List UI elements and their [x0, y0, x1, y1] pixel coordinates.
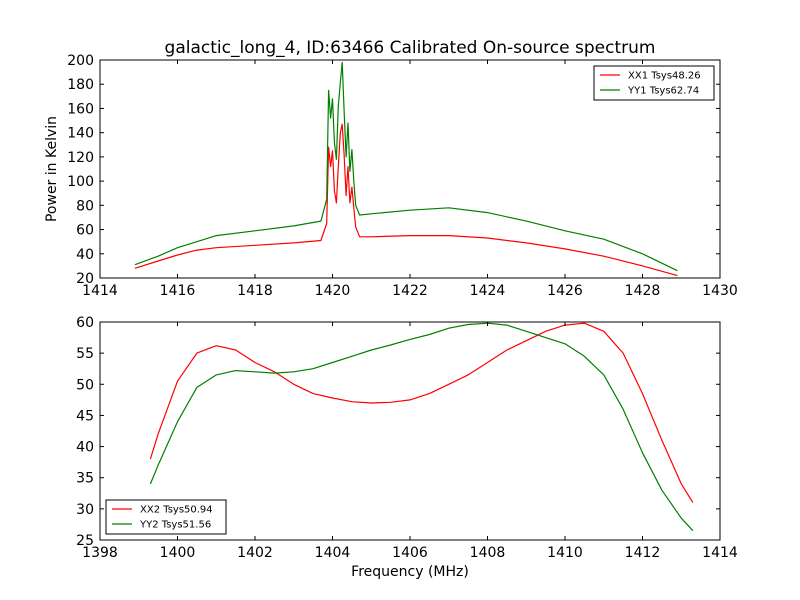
- panel-2-y-tick-label: 40: [76, 440, 94, 456]
- panel-2-x-tick-label: 1414: [702, 545, 738, 561]
- panel-1-y-tick-label: 160: [67, 101, 94, 117]
- panel-1-x-tick-label: 1424: [470, 283, 506, 299]
- panel-2-x-tick-label: 1412: [625, 545, 661, 561]
- bottom-x-axis-label: Frequency (MHz): [351, 564, 469, 580]
- panel-1-x-tick-label: 1420: [315, 283, 351, 299]
- panel-1-series-2-line: [134, 61, 678, 272]
- panel-1-y-tick-label: 40: [76, 247, 94, 263]
- panel-1-y-tick-label: 200: [67, 53, 94, 69]
- panel-1-x-tick-label: 1418: [237, 283, 273, 299]
- panel-1-x-tick-label: 1428: [625, 283, 661, 299]
- panel-2-x-tick-label: 1410: [547, 545, 583, 561]
- top-y-axis-label: Power in Kelvin: [44, 116, 60, 222]
- panel-2-x-tick-label: 1404: [315, 545, 351, 561]
- bottom-panel: 1398 1400 1402 1404 1406 1408 1410 1412 1414 25 30…: [76, 315, 738, 561]
- panel-1-y-tick-label: 100: [67, 174, 94, 190]
- panel-1-y-tick-label: 140: [67, 126, 94, 142]
- legend-entry-label: YY2 Tsys51.56: [139, 520, 211, 531]
- legend-entry-label: XX2 Tsys50.94: [140, 505, 213, 516]
- legend-box: [593, 65, 715, 101]
- panel-2-x-tick-label: 1408: [470, 545, 506, 561]
- panel-2-x-tick-label: 1406: [392, 545, 428, 561]
- panel-1-series-1-line: [134, 123, 678, 277]
- panel-1-y-tick-label: 120: [67, 150, 94, 166]
- panel-2-legend: XX2 Tsys50.94 YY2 Tsys51.56: [105, 499, 227, 535]
- panel-1-x-tick-label: 1416: [160, 283, 196, 299]
- panel-2-y-tick-label: 35: [76, 471, 94, 487]
- panel-1-y-tick-label: 180: [67, 77, 94, 93]
- panel-2-y-tick-label: 30: [76, 502, 94, 518]
- panel-2-x-tick-label: 1402: [237, 545, 273, 561]
- panel-2-series-1-line: [149, 322, 694, 503]
- panel-1-y-tick-label: 60: [76, 223, 94, 239]
- legend-entry-label: YY1 Tsys62.74: [627, 86, 699, 97]
- panel-2-x-tick-label: 1398: [82, 545, 118, 561]
- panel-1-x-tick-label: 1426: [547, 283, 583, 299]
- legend-entry-label: XX1 Tsys48.26: [628, 71, 701, 82]
- panel-1-y-tick-label: 20: [76, 271, 94, 287]
- panel-2-y-tick-label: 60: [76, 315, 94, 331]
- panel-2-y-tick-label: 50: [76, 377, 94, 393]
- panel-2-series-2-line: [149, 322, 694, 532]
- legend-box: [105, 499, 227, 535]
- top-panel: 1414 1416 1418 1420 1422 1424 1426 1428 1430 20 40…: [67, 53, 738, 299]
- panel-1-y-tick-label: 80: [76, 198, 94, 214]
- panel-2-y-tick-label: 45: [76, 408, 94, 424]
- panel-2-x-tick-label: 1400: [160, 545, 196, 561]
- panel-2-y-tick-label: 55: [76, 346, 94, 362]
- panel-1-legend: XX1 Tsys48.26 YY1 Tsys62.74: [593, 65, 715, 101]
- panel-1-x-tick-label: 1430: [702, 283, 738, 299]
- panel-1-x-tick-label: 1414: [82, 283, 118, 299]
- chart-title: galactic_long_4, ID:63466 Calibrated On-…: [165, 38, 656, 58]
- panel-1-x-tick-label: 1422: [392, 283, 428, 299]
- panel-2-y-tick-label: 25: [76, 533, 94, 549]
